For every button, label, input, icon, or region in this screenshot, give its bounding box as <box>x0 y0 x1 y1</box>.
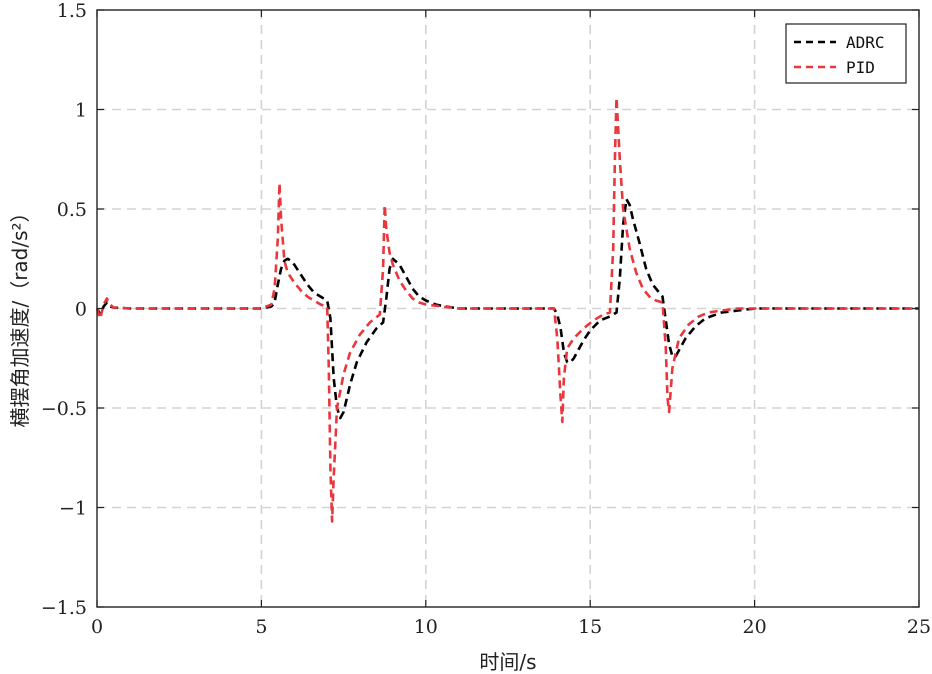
y-tick-label: 0 <box>75 299 87 321</box>
x-tick-label: 0 <box>91 616 103 638</box>
y-tick-label: −0.5 <box>41 398 87 420</box>
y-tick-label: 1.5 <box>57 0 87 22</box>
legend-label-pid: PID <box>846 58 875 77</box>
y-tick-label: −1 <box>59 498 87 520</box>
legend-label-adrc: ADRC <box>846 33 885 52</box>
y-tick-label: 1 <box>75 100 87 122</box>
axis-tick-labels: 0 5 10 15 20 25 −1.5 −1 −0.5 0 0.5 1 1.5 <box>41 0 931 638</box>
y-tick-label: 0.5 <box>57 199 87 221</box>
series-line-pid <box>95 96 919 523</box>
y-tick-label: −1.5 <box>41 597 87 619</box>
grid-lines <box>97 10 919 607</box>
y-axis-label: 横摆角加速度/（rad/s²） <box>8 202 32 427</box>
x-tick-label: 25 <box>907 616 931 638</box>
legend-box <box>785 23 907 84</box>
axis-ticks <box>96 9 920 608</box>
plot-series <box>95 96 919 523</box>
series-line-adrc <box>95 197 919 420</box>
x-axis-label: 时间/s <box>479 650 536 674</box>
x-tick-label: 5 <box>255 616 267 638</box>
x-tick-label: 15 <box>578 616 602 638</box>
x-tick-label: 20 <box>743 616 767 638</box>
x-tick-label: 10 <box>414 616 438 638</box>
legend: ADRC PID <box>785 23 907 84</box>
